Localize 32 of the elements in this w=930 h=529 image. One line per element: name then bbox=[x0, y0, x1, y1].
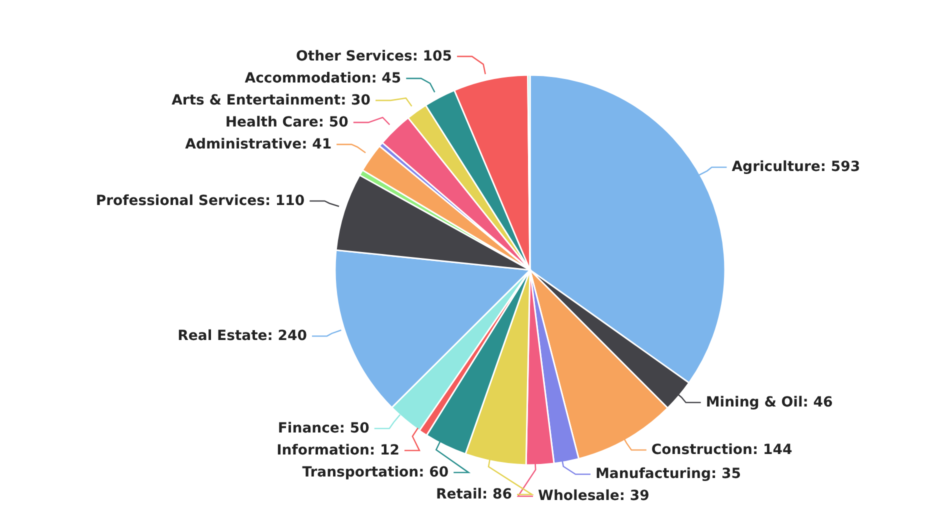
slice-label: Real Estate bbox=[178, 328, 268, 344]
data-label: : 105 bbox=[412, 48, 452, 64]
slice-label: Mining & Oil bbox=[706, 394, 803, 411]
data-label: : 12 bbox=[369, 442, 400, 459]
data-label: : 50 bbox=[318, 114, 349, 130]
data-label: : 60 bbox=[418, 464, 449, 481]
data-label: : 41 bbox=[302, 136, 332, 152]
data-label: : 86 bbox=[482, 486, 512, 503]
slice-label: Construction bbox=[651, 442, 753, 458]
data-label: : 50 bbox=[339, 420, 370, 437]
slice-label: Professional Services bbox=[96, 192, 265, 209]
data-label: : 593 bbox=[820, 159, 860, 176]
slice-label: Retail bbox=[436, 486, 482, 503]
slice-label: Information bbox=[276, 442, 370, 459]
slice-label: Accommodation bbox=[244, 70, 372, 86]
slice-label: Transportation bbox=[302, 464, 419, 481]
slice-label: Finance bbox=[278, 420, 340, 437]
data-label: : 144 bbox=[752, 442, 792, 458]
data-label: : 46 bbox=[802, 394, 833, 411]
slice-label: Other Services bbox=[296, 48, 412, 64]
data-label: : 35 bbox=[711, 466, 741, 482]
data-label: : 110 bbox=[264, 192, 305, 209]
slice-label: Administrative bbox=[185, 136, 302, 152]
slice-label: Wholesale bbox=[538, 488, 620, 504]
data-label: : 39 bbox=[619, 488, 650, 504]
slice-label: Health Care bbox=[225, 114, 318, 130]
data-label: : 240 bbox=[267, 328, 308, 344]
data-label: : 30 bbox=[340, 92, 371, 108]
slice-label: Arts & Entertainment bbox=[172, 92, 341, 108]
data-label: : 45 bbox=[371, 70, 402, 86]
slice-label: Agriculture bbox=[732, 159, 820, 176]
slice-label: Manufacturing bbox=[596, 466, 712, 482]
